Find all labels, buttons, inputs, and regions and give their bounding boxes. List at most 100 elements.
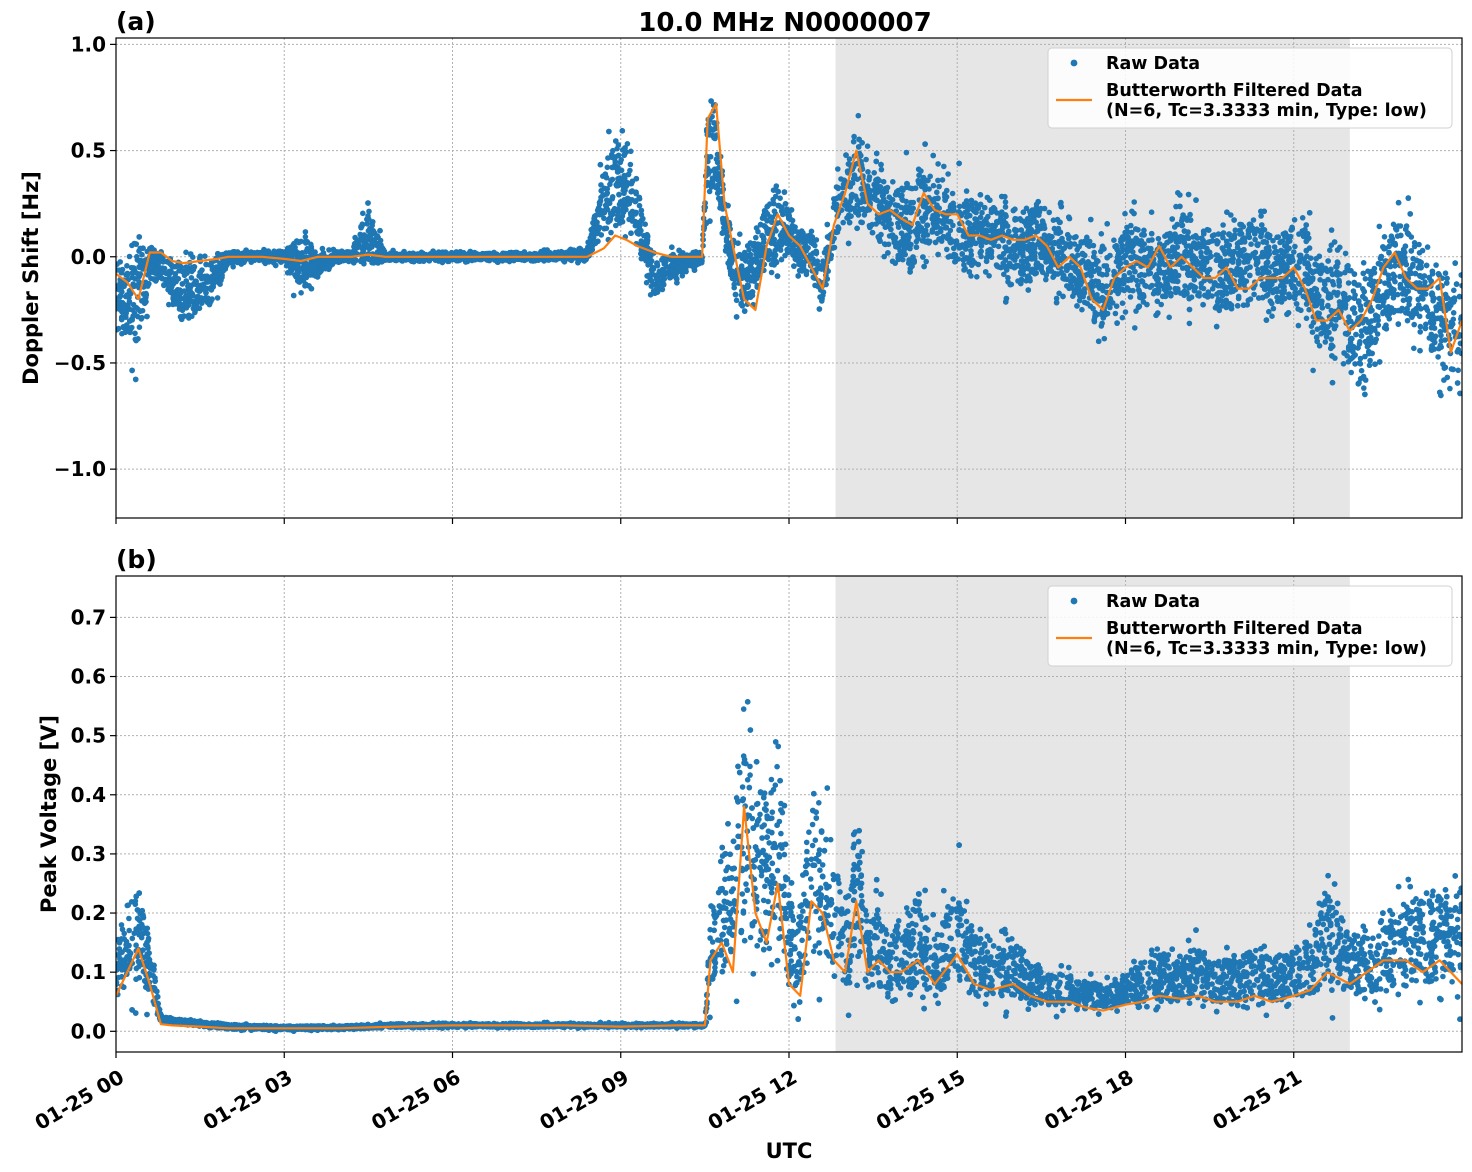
raw-data-point xyxy=(1148,209,1155,215)
raw-data-point xyxy=(1323,334,1330,340)
raw-data-point xyxy=(1027,247,1033,254)
raw-data-point xyxy=(741,308,748,314)
raw-data-point xyxy=(659,286,666,293)
raw-data-point xyxy=(377,227,383,234)
raw-data-point xyxy=(1244,302,1250,308)
raw-data-point xyxy=(956,160,962,167)
raw-data-point xyxy=(1175,190,1181,196)
raw-data-point xyxy=(1187,248,1194,255)
raw-data-point xyxy=(851,133,857,140)
raw-data-point xyxy=(1362,391,1368,398)
raw-data-point xyxy=(1372,361,1378,368)
raw-data-point xyxy=(824,221,831,228)
raw-data-point xyxy=(1112,243,1118,250)
raw-data-point xyxy=(921,263,927,270)
raw-data-point xyxy=(1438,392,1444,399)
raw-data-point xyxy=(1050,217,1057,223)
raw-data-point xyxy=(981,204,988,211)
raw-data-point xyxy=(733,314,740,320)
raw-data-point xyxy=(1220,222,1226,228)
raw-data-point xyxy=(1095,338,1102,345)
raw-data-point xyxy=(1198,235,1205,242)
raw-data-point xyxy=(1407,211,1413,217)
raw-data-point xyxy=(966,220,973,227)
raw-data-point xyxy=(1345,280,1352,286)
raw-data-point xyxy=(1270,305,1277,312)
raw-data-point xyxy=(1348,369,1354,376)
raw-data-point xyxy=(1316,343,1323,349)
raw-data-point xyxy=(575,259,581,266)
plot-area xyxy=(116,98,1462,399)
raw-data-point xyxy=(873,158,879,165)
raw-data-point xyxy=(136,234,142,240)
raw-data-point xyxy=(1084,234,1090,241)
raw-data-point xyxy=(628,148,634,155)
raw-data-point xyxy=(708,98,714,104)
raw-data-point xyxy=(293,273,299,280)
raw-data-point xyxy=(1247,296,1254,302)
raw-data-point xyxy=(791,263,797,269)
raw-data-point xyxy=(1131,210,1137,217)
raw-data-point xyxy=(923,258,929,265)
raw-data-point xyxy=(1074,303,1080,309)
raw-data-point xyxy=(878,166,885,173)
raw-data-point xyxy=(782,201,789,207)
raw-data-point xyxy=(1310,367,1316,374)
raw-data-point xyxy=(941,163,947,170)
raw-data-point xyxy=(1056,290,1062,297)
raw-data-point xyxy=(1340,361,1347,367)
raw-data-point xyxy=(607,181,613,188)
raw-data-point xyxy=(963,188,970,194)
raw-data-point xyxy=(1319,267,1326,274)
raw-data-point xyxy=(302,229,309,235)
raw-data-point xyxy=(977,192,984,198)
raw-data-point xyxy=(1362,326,1368,332)
raw-data-point xyxy=(1306,210,1313,216)
raw-data-point xyxy=(1046,209,1052,216)
raw-data-point xyxy=(835,166,841,172)
raw-data-point xyxy=(725,202,731,209)
raw-data-point xyxy=(1111,237,1117,243)
raw-data-point xyxy=(769,219,775,225)
raw-data-point xyxy=(1405,195,1412,201)
raw-data-point xyxy=(1231,248,1237,255)
raw-data-point xyxy=(1424,244,1431,250)
raw-data-point xyxy=(202,253,208,259)
raw-data-point xyxy=(597,161,604,168)
raw-data-point xyxy=(1155,310,1161,316)
raw-data-point xyxy=(1433,262,1439,268)
raw-data-point xyxy=(1169,216,1175,222)
raw-data-point xyxy=(1223,238,1230,245)
raw-data-point xyxy=(1185,191,1192,198)
raw-data-point xyxy=(1291,217,1298,223)
raw-data-point xyxy=(1329,353,1335,359)
raw-data-point xyxy=(1369,307,1375,314)
raw-data-point xyxy=(132,376,139,383)
raw-data-point xyxy=(855,112,862,119)
raw-data-point xyxy=(831,244,838,251)
raw-data-point xyxy=(577,245,583,252)
raw-data-point xyxy=(1056,243,1063,250)
raw-data-point xyxy=(856,136,862,143)
raw-data-point xyxy=(669,244,675,250)
raw-data-point xyxy=(986,273,992,279)
raw-data-point xyxy=(1408,248,1415,254)
raw-data-point xyxy=(1376,359,1383,365)
raw-data-point xyxy=(1352,361,1358,367)
raw-data-point xyxy=(1270,237,1276,244)
raw-data-point xyxy=(983,239,989,245)
raw-data-point xyxy=(1023,205,1030,212)
raw-data-point xyxy=(1416,241,1422,248)
raw-data-point xyxy=(978,243,985,249)
raw-data-point xyxy=(962,246,969,252)
raw-data-point xyxy=(781,189,788,195)
raw-data-point xyxy=(1058,199,1064,206)
raw-data-point xyxy=(1375,303,1382,310)
raw-data-point xyxy=(1228,212,1234,218)
raw-data-point xyxy=(1300,293,1307,300)
raw-data-point xyxy=(968,197,975,204)
raw-data-point xyxy=(366,208,372,215)
raw-data-point xyxy=(903,149,910,156)
raw-data-point xyxy=(1448,366,1455,372)
